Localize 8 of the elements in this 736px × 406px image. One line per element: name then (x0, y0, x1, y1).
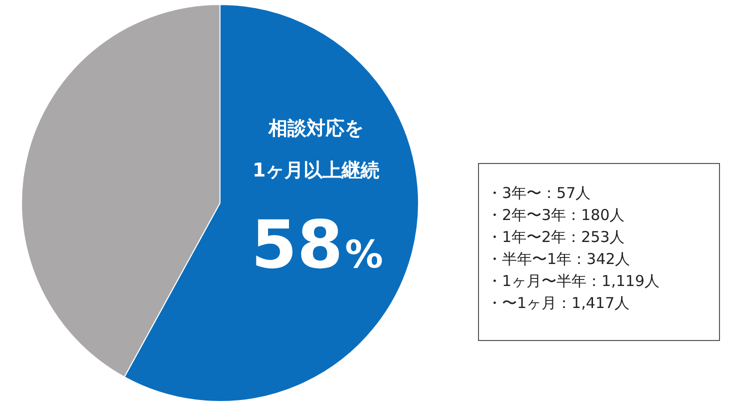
text: ・1ヶ月〜半年：1,119人 (487, 271, 660, 292)
text: ・2年〜3年：180人 (487, 205, 626, 226)
text: ・半年〜1年：342人 (487, 249, 632, 270)
data-label: 58% (251, 206, 384, 284)
slice-label: 相談対応を 1ヶ月以上継続 (252, 118, 380, 182)
text: ・1年〜2年：253人 (487, 227, 626, 248)
text: ・〜1ヶ月：1,417人 (487, 293, 630, 314)
text: ・3年〜：57人 (487, 183, 592, 204)
